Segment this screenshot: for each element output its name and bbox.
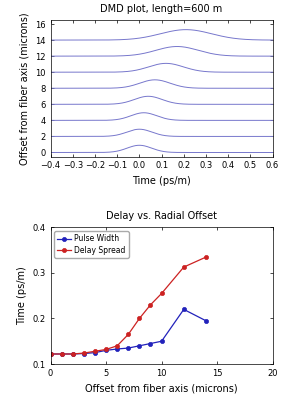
Pulse Width <box>138 343 141 348</box>
Pulse Width <box>149 341 152 346</box>
Pulse Width <box>160 339 163 344</box>
Delay Spread <box>138 316 141 321</box>
Delay Spread <box>149 302 152 307</box>
Title: Delay vs. Radial Offset: Delay vs. Radial Offset <box>106 211 217 221</box>
Delay Spread <box>93 349 97 354</box>
Delay Spread <box>182 265 185 270</box>
Pulse Width <box>126 346 130 350</box>
Delay Spread <box>60 352 63 356</box>
Delay Spread <box>115 343 119 348</box>
Pulse Width <box>71 352 74 356</box>
Delay Spread <box>71 352 74 356</box>
Pulse Width <box>93 350 97 355</box>
Legend: Pulse Width, Delay Spread: Pulse Width, Delay Spread <box>55 231 129 258</box>
Pulse Width <box>182 307 185 312</box>
Pulse Width <box>49 352 52 356</box>
Delay Spread <box>82 351 85 356</box>
Pulse Width <box>60 352 63 356</box>
X-axis label: Time (ps/m): Time (ps/m) <box>132 176 191 186</box>
Delay Spread <box>49 352 52 356</box>
Line: Delay Spread: Delay Spread <box>49 255 208 356</box>
X-axis label: Offset from fiber axis (microns): Offset from fiber axis (microns) <box>85 384 238 394</box>
Pulse Width <box>105 348 108 353</box>
Line: Pulse Width: Pulse Width <box>49 307 208 356</box>
Delay Spread <box>126 332 130 337</box>
Pulse Width <box>115 346 119 351</box>
Delay Spread <box>204 255 208 260</box>
Title: DMD plot, length=600 m: DMD plot, length=600 m <box>100 4 223 14</box>
Delay Spread <box>160 291 163 296</box>
Pulse Width <box>204 318 208 323</box>
Y-axis label: Time (ps/m): Time (ps/m) <box>17 266 27 325</box>
Delay Spread <box>105 347 108 352</box>
Pulse Width <box>82 351 85 356</box>
Y-axis label: Offset from fiber axis (microns): Offset from fiber axis (microns) <box>20 12 30 164</box>
